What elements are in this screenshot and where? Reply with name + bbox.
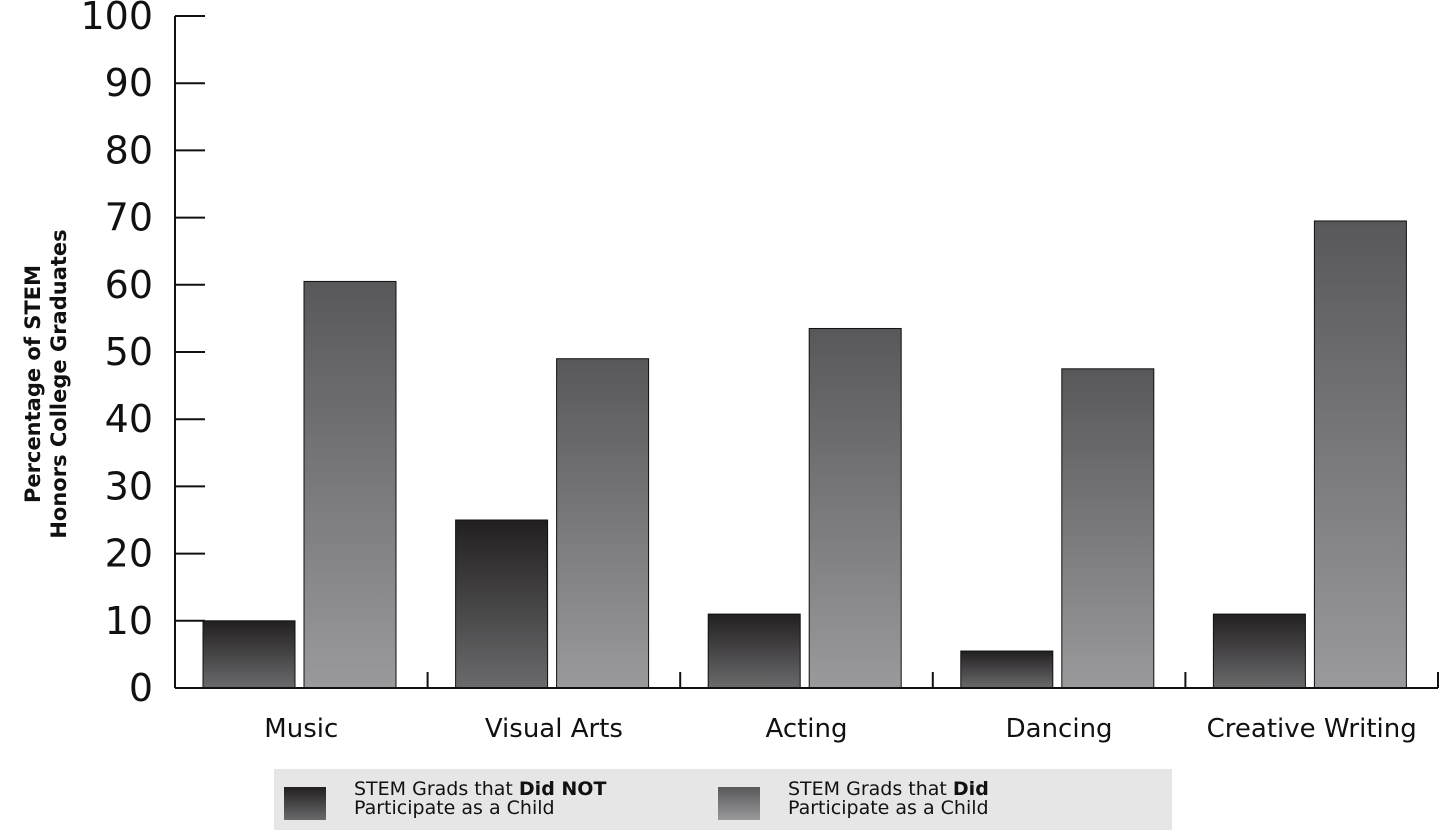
legend-swatch-did <box>718 787 760 820</box>
legend-label-did: STEM Grads that Did Participate as a Chi… <box>788 780 989 818</box>
y-tick-label: 30 <box>105 464 153 508</box>
y-tick-label: 10 <box>105 599 153 643</box>
x-category-label: Creative Writing <box>1207 714 1417 744</box>
y-axis-label: Percentage of STEM Honors College Gradua… <box>21 229 71 538</box>
y-tick-label: 80 <box>105 128 153 172</box>
x-category-label: Music <box>264 714 338 744</box>
bar-did-2 <box>808 327 902 689</box>
bar-did-3 <box>1061 368 1155 689</box>
bar-did-not-3 <box>960 650 1054 689</box>
bar-did-not-0 <box>202 620 296 689</box>
y-tick-label: 50 <box>105 330 153 374</box>
x-axis: Music Visual Arts Acting Dancing Creative Wr… <box>175 672 1439 744</box>
legend-label-line2: Participate as a Child <box>788 797 989 819</box>
y-axis-label-line-1: Percentage of STEM <box>21 265 45 503</box>
legend-label-did-not: STEM Grads that Did NOT Participate as a… <box>354 780 606 818</box>
bar-did-0 <box>303 280 397 689</box>
legend-label-prefix: STEM Grads that <box>788 778 953 800</box>
y-tick-label: 60 <box>105 263 153 307</box>
legend: STEM Grads that Did NOT Participate as a… <box>274 769 1172 830</box>
bars <box>202 220 1407 689</box>
bar-did-not-4 <box>1212 613 1306 689</box>
x-category-label: Visual Arts <box>485 714 623 744</box>
bar-did-1 <box>556 358 650 689</box>
x-category-label: Dancing <box>1006 714 1113 744</box>
y-axis: 0 10 20 30 40 50 60 70 80 90 100 <box>80 0 205 710</box>
y-tick-label: 20 <box>105 532 153 576</box>
y-tick-label: 40 <box>105 397 153 441</box>
bar-did-not-2 <box>707 613 801 689</box>
y-tick-label: 70 <box>105 196 153 240</box>
bar-did-not-1 <box>455 519 549 689</box>
legend-label-emphasis: Did NOT <box>518 778 607 800</box>
bar-did-4 <box>1313 220 1407 689</box>
legend-label-line2: Participate as a Child <box>354 797 555 819</box>
legend-swatch-did-not <box>284 787 326 820</box>
y-tick-label: 90 <box>105 61 153 105</box>
y-axis-label-line-2: Honors College Graduates <box>47 229 71 538</box>
legend-label-prefix: STEM Grads that <box>354 778 519 800</box>
legend-label-emphasis: Did <box>952 778 989 800</box>
y-tick-label: 100 <box>80 0 153 38</box>
x-category-label: Acting <box>765 714 847 744</box>
y-tick-label: 0 <box>129 666 153 710</box>
